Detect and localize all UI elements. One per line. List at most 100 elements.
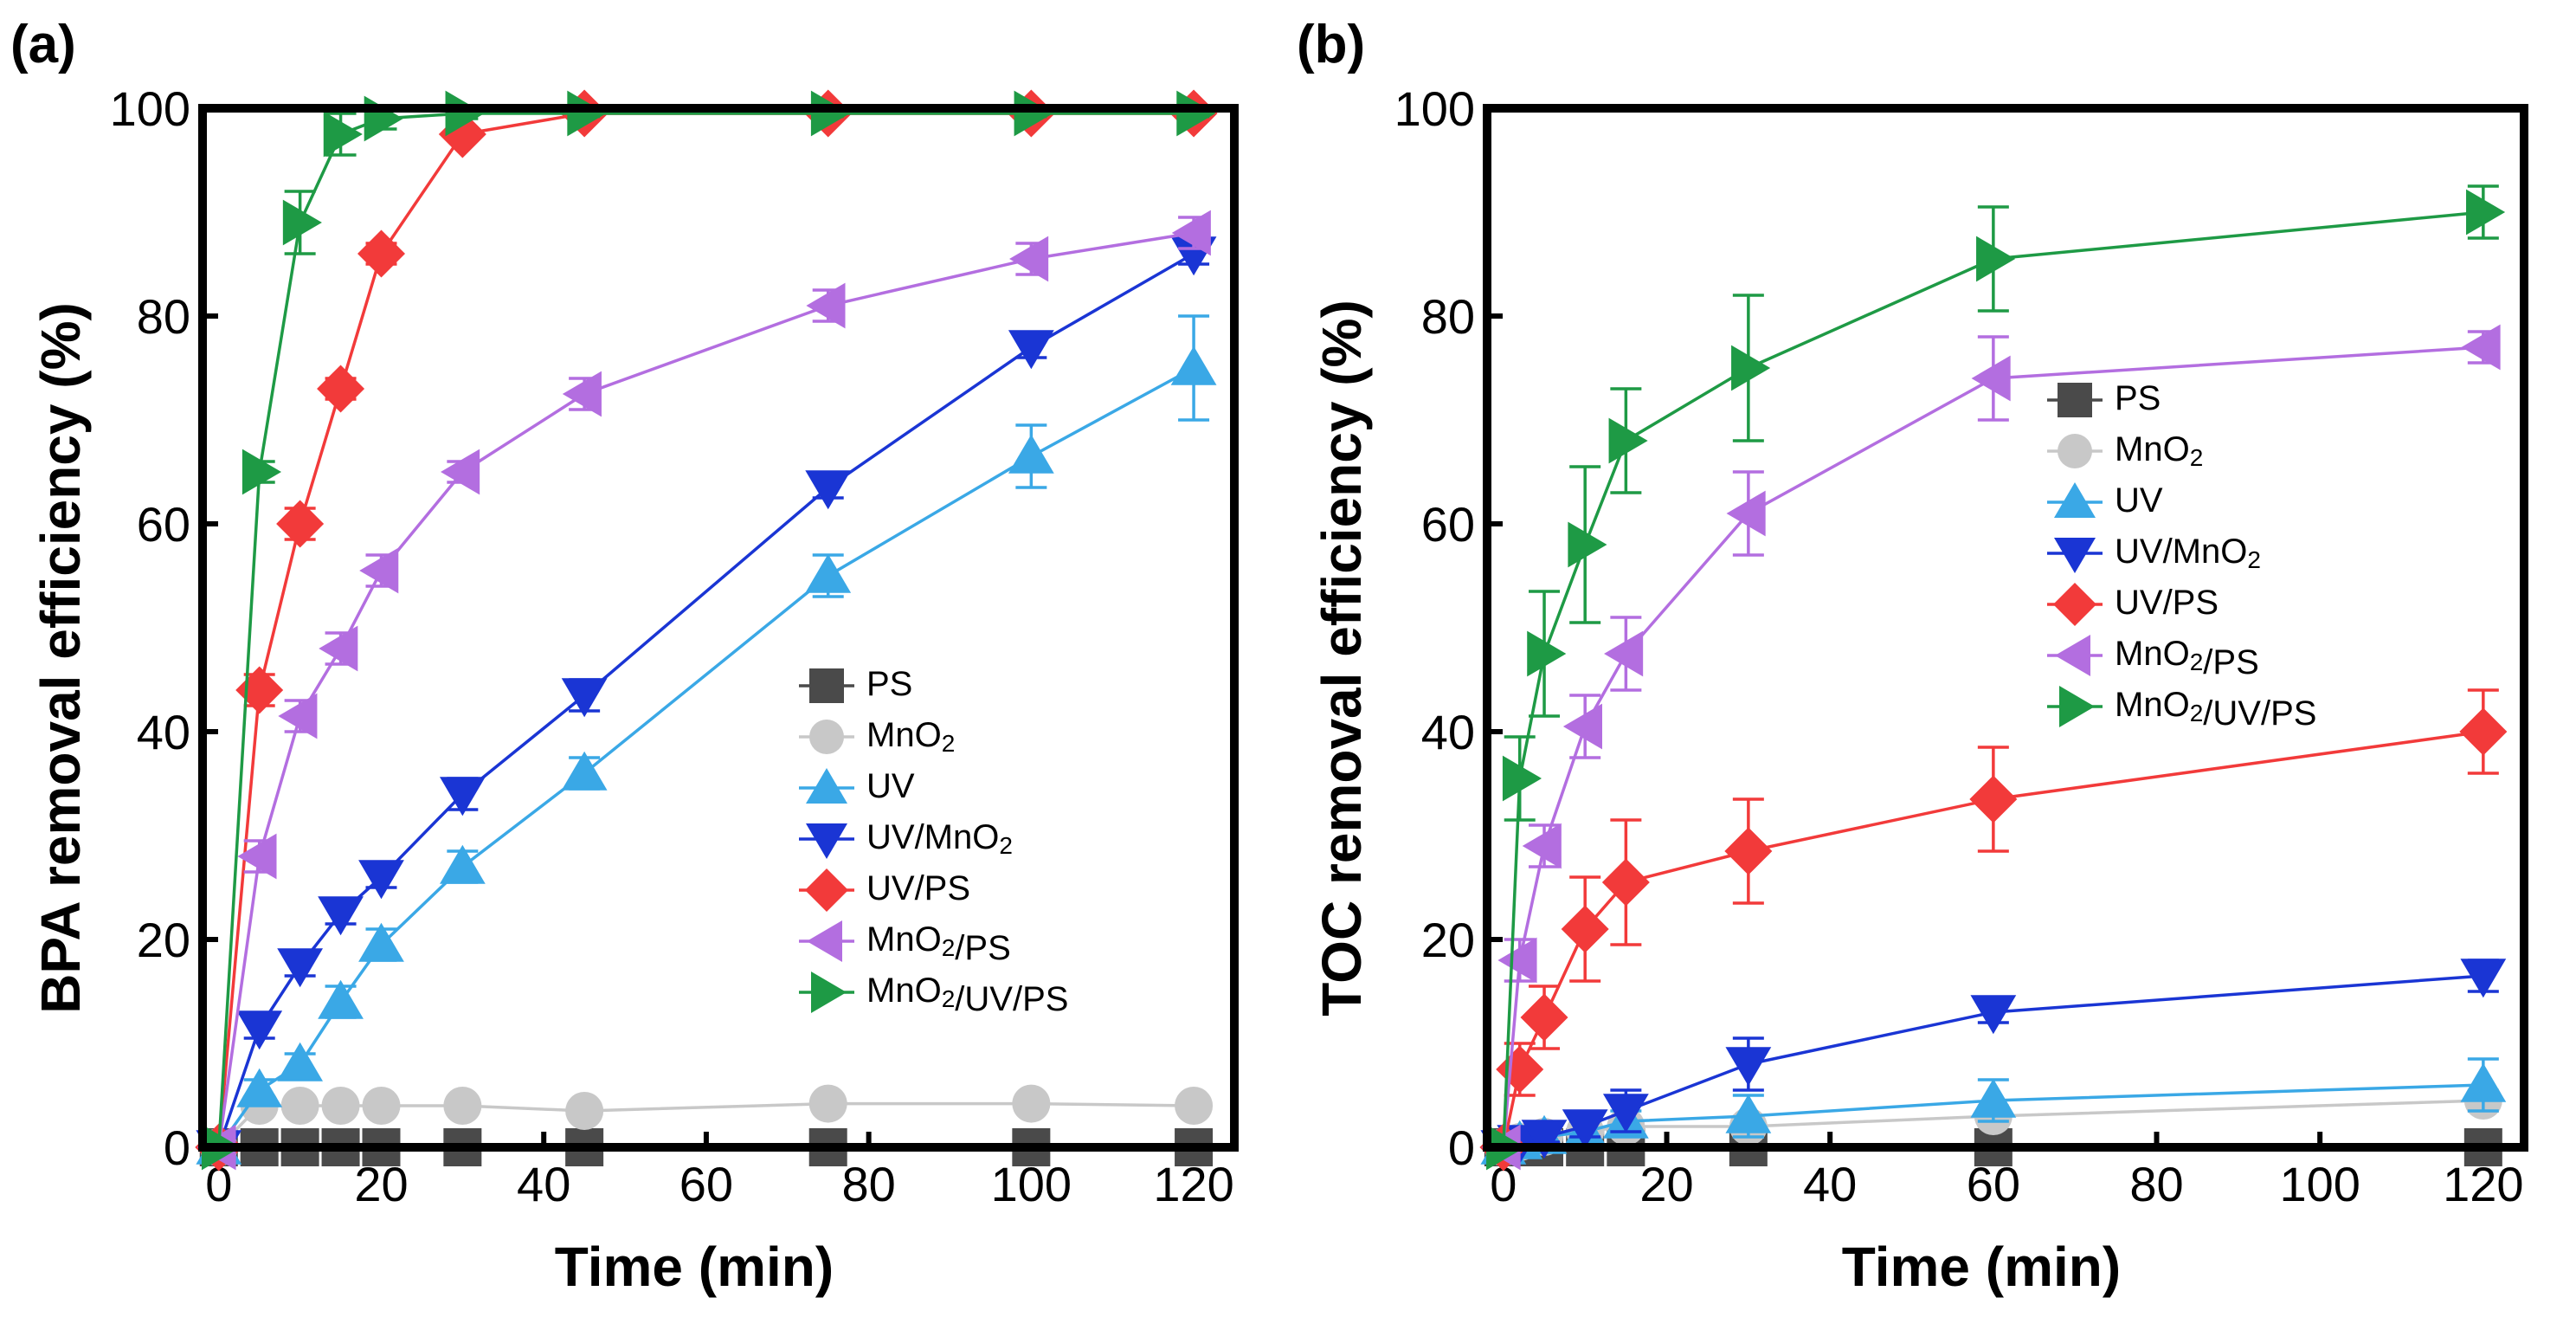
data-point <box>810 90 851 137</box>
data-point <box>1608 417 1648 464</box>
y-tick-label: 80 <box>1421 289 1475 344</box>
y-axis-title: TOC removal efficiency (%) <box>1311 300 1373 1017</box>
data-point <box>1170 345 1217 385</box>
legend-marker <box>811 972 847 1013</box>
data-point <box>358 860 404 900</box>
x-tick-label: 100 <box>2279 1157 2360 1211</box>
series-line <box>217 112 1195 1148</box>
data-point <box>441 449 480 495</box>
x-tick-label: 40 <box>517 1157 570 1211</box>
x-axis-title: Time (min) <box>555 1236 834 1298</box>
data-point <box>1568 521 1607 568</box>
data-point <box>364 95 403 142</box>
data-point <box>1012 1084 1051 1123</box>
x-tick-label: 80 <box>841 1157 895 1211</box>
data-point <box>1562 1109 1608 1149</box>
data-point <box>438 110 486 158</box>
y-tick-label: 100 <box>110 81 190 136</box>
data-point <box>278 693 318 739</box>
legend: PS MnO2 UV UV/MnO2 UV/PS MnO2/PS MnO2/UV/PS <box>799 665 1068 1018</box>
legend-item: MnO2 <box>2047 430 2203 471</box>
legend: PS MnO2 UV UV/MnO2 UV/PS MnO2/PS MnO2/UV/PS <box>2047 379 2316 733</box>
y-tick-label: 40 <box>1421 705 1475 759</box>
legend-label: PS <box>2115 379 2161 417</box>
data-point <box>1602 1094 1649 1133</box>
data-point <box>318 979 364 1019</box>
data-point <box>317 365 365 413</box>
legend-marker <box>2058 434 2092 468</box>
series-line <box>1502 345 2483 1148</box>
legend-label: UV/PS <box>866 869 970 907</box>
data-point <box>1724 827 1773 875</box>
legend-item: MnO2/PS <box>799 920 1011 967</box>
data-point <box>1604 630 1644 677</box>
series-line <box>1502 210 2484 1148</box>
legend-marker <box>2055 635 2090 676</box>
data-point <box>561 751 608 791</box>
legend-marker <box>2053 583 2096 626</box>
data-point <box>2460 1062 2507 1102</box>
legend-item: MnO2/PS <box>2047 635 2259 681</box>
chart-panel-a: (a) Time (min) BPA removal efficiency (%… <box>10 15 1239 1298</box>
legend-marker <box>805 868 848 912</box>
data-point <box>282 199 322 246</box>
x-tick-label: 20 <box>1639 1157 1693 1211</box>
legend-label: MnO2/PS <box>2115 635 2259 681</box>
series-mno2-uv-ps <box>1486 184 2506 1171</box>
plot-frame <box>198 104 1239 1152</box>
legend-marker <box>809 668 844 703</box>
legend-item: UV/PS <box>799 868 970 912</box>
data-point <box>2466 189 2506 236</box>
data-point <box>276 500 325 548</box>
data-point <box>562 371 602 417</box>
data-point <box>1561 905 1609 953</box>
legend-marker <box>2054 538 2096 573</box>
legend-item: UV/PS <box>2047 583 2219 626</box>
data-point <box>1971 355 2011 402</box>
legend-item: UV <box>799 767 915 805</box>
legend-label: UV <box>866 767 915 805</box>
data-point <box>236 1010 283 1050</box>
data-point <box>318 896 364 936</box>
legend-marker <box>2059 686 2095 727</box>
data-point <box>1562 703 1602 750</box>
data-point <box>1176 90 1216 137</box>
legend-item: MnO2/UV/PS <box>2047 686 2316 733</box>
data-point <box>319 625 358 672</box>
legend-label: UV/MnO2 <box>866 818 1013 860</box>
data-point <box>1725 1047 1772 1087</box>
data-point <box>806 282 846 329</box>
data-point <box>359 547 399 594</box>
y-axis-title: BPA removal efficiency (%) <box>29 302 92 1014</box>
data-point <box>242 449 282 495</box>
data-point <box>1726 490 1766 537</box>
legend-item: UV/MnO2 <box>2047 533 2261 573</box>
data-point <box>1522 823 1562 869</box>
data-point <box>277 948 324 988</box>
legend-label: UV <box>2115 481 2163 520</box>
y-tick-label: 20 <box>1421 913 1475 967</box>
data-point <box>2461 324 2501 371</box>
y-tick-label: 0 <box>164 1120 190 1175</box>
y-tick-label: 80 <box>137 289 190 344</box>
panel-label: (b) <box>1297 15 1365 74</box>
y-tick-label: 20 <box>137 913 190 967</box>
series-line <box>217 366 1195 1149</box>
data-point <box>236 1068 283 1107</box>
data-point <box>439 844 486 884</box>
chart-panel-b: (b) Time (min) TOC removal efficiency (%… <box>1297 15 2528 1298</box>
legend-label: MnO2/UV/PS <box>866 972 1068 1018</box>
legend-label: MnO2/UV/PS <box>2115 686 2316 733</box>
data-point <box>567 90 607 137</box>
data-point <box>2459 707 2508 756</box>
series-line <box>217 252 1195 1148</box>
y-tick-label: 40 <box>137 705 190 759</box>
data-point <box>1970 995 2017 1035</box>
x-axis-title: Time (min) <box>1842 1236 2121 1298</box>
data-point <box>280 1087 319 1125</box>
data-point <box>2460 959 2507 998</box>
legend-marker <box>809 720 844 754</box>
data-point <box>1520 993 1568 1042</box>
